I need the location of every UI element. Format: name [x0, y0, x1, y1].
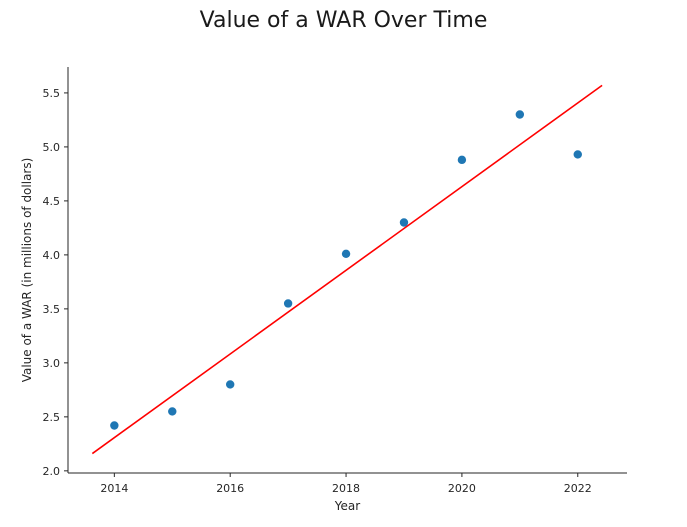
- y-tick-label: 4.0: [43, 249, 61, 262]
- data-point: [399, 218, 409, 227]
- data-point: [457, 155, 467, 165]
- data-point: [283, 299, 293, 308]
- x-tick-label: 2020: [448, 482, 476, 495]
- data-point: [110, 421, 119, 430]
- x-tick-label: 2018: [332, 482, 360, 495]
- y-tick-label: 2.5: [43, 411, 61, 424]
- y-tick-label: 2.0: [43, 465, 61, 478]
- ticks: 2014 2016 2018 2020 2022 2.0 2.5 3.0 3.5 4.0 4.5 5.…: [43, 87, 592, 495]
- x-tick-label: 2022: [564, 482, 592, 495]
- data-point: [225, 380, 235, 389]
- y-axis-label: Value of a WAR (in millions of dollars): [20, 158, 34, 383]
- x-tick-label: 2016: [216, 482, 244, 495]
- data-point: [573, 150, 582, 159]
- axes: [67, 67, 627, 474]
- y-tick-label: 3.5: [43, 303, 61, 316]
- y-tick-label: 4.5: [43, 195, 61, 208]
- data-point: [341, 249, 351, 259]
- y-tick-label: 3.0: [43, 357, 61, 370]
- y-tick-label: 5.5: [43, 87, 61, 100]
- trend-line: [91, 84, 603, 455]
- y-tick-label: 5.0: [43, 141, 61, 154]
- data-point: [515, 110, 525, 119]
- x-tick-label: 2014: [100, 482, 128, 495]
- chart-title: Value of a WAR Over Time: [199, 8, 488, 33]
- data-point: [168, 407, 177, 416]
- plot-area: [91, 84, 603, 455]
- x-axis-label: Year: [334, 499, 360, 513]
